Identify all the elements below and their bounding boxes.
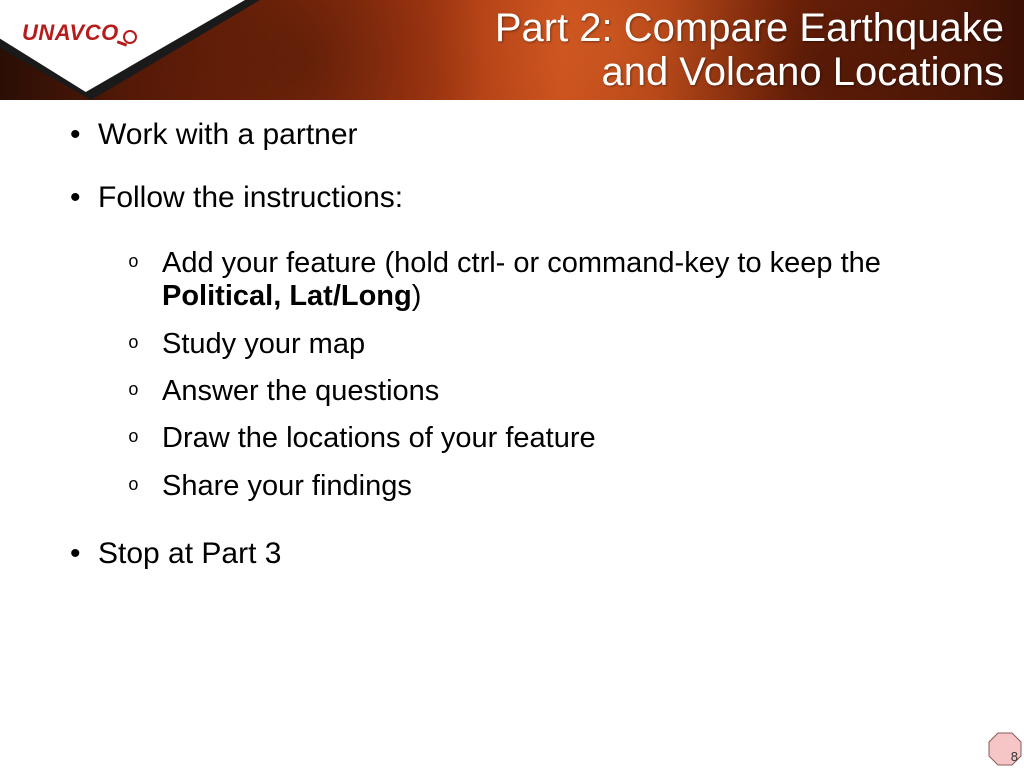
title-line-2: and Volcano Locations: [601, 50, 1004, 94]
bullet-item-2: Follow the instructions: Add your featur…: [70, 181, 974, 504]
sub-bullet-list: Add your feature (hold ctrl- or command-…: [128, 247, 974, 503]
sub-bullet-text-a: Add your feature (hold ctrl- or command-…: [162, 247, 881, 279]
sub-bullet-text: Share your findings: [162, 470, 412, 502]
sub-bullet-3: Answer the questions: [128, 375, 974, 408]
bullet-text: Follow the instructions:: [98, 181, 403, 214]
bullet-text: Work with a partner: [98, 118, 358, 151]
sub-bullet-text-b: ): [412, 280, 422, 312]
logo-dot-icon: [123, 30, 137, 44]
sub-bullet-5: Share your findings: [128, 470, 974, 503]
bullet-list: Work with a partner Follow the instructi…: [70, 118, 974, 572]
page-number: 8: [1011, 749, 1018, 764]
slide-content: Work with a partner Follow the instructi…: [0, 100, 1024, 572]
sub-bullet-2: Study your map: [128, 328, 974, 361]
sub-bullet-text: Draw the locations of your feature: [162, 422, 596, 454]
sub-bullet-4: Draw the locations of your feature: [128, 422, 974, 455]
sub-bullet-1: Add your feature (hold ctrl- or command-…: [128, 247, 974, 314]
sub-bullet-text: Answer the questions: [162, 375, 439, 407]
sub-bullet-bold: Political, Lat/Long: [162, 280, 412, 312]
slide-header: UNAVCO Part 2: Compare Earthquake and Vo…: [0, 0, 1024, 100]
sub-bullet-text: Study your map: [162, 328, 365, 360]
slide-title: Part 2: Compare Earthquake and Volcano L…: [495, 6, 1004, 94]
title-line-1: Part 2: Compare Earthquake: [495, 6, 1004, 50]
bullet-item-1: Work with a partner: [70, 118, 974, 153]
logo-area: UNAVCO: [0, 0, 260, 100]
bullet-text: Stop at Part 3: [98, 537, 281, 570]
bullet-item-3: Stop at Part 3: [70, 537, 974, 572]
logo-word: UNAVCO: [22, 20, 119, 46]
logo-text: UNAVCO: [22, 20, 137, 46]
